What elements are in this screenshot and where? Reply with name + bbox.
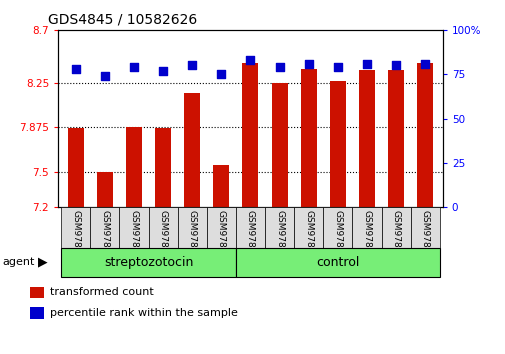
Bar <box>119 207 148 248</box>
Point <box>420 61 428 67</box>
Bar <box>352 207 381 248</box>
Bar <box>293 207 323 248</box>
Text: GSM978537: GSM978537 <box>304 210 313 266</box>
Point <box>188 63 196 68</box>
Point <box>217 72 225 77</box>
Bar <box>61 207 90 248</box>
Bar <box>387 70 403 207</box>
Text: GSM978539: GSM978539 <box>362 210 371 266</box>
Bar <box>242 63 258 207</box>
Text: control: control <box>316 256 359 269</box>
Point <box>130 64 138 70</box>
Text: GSM978542: GSM978542 <box>71 210 80 265</box>
Text: GSM978545: GSM978545 <box>158 210 167 265</box>
Bar <box>148 207 177 248</box>
Text: GSM978546: GSM978546 <box>187 210 196 265</box>
Text: GSM978536: GSM978536 <box>275 210 283 266</box>
Text: GSM978535: GSM978535 <box>245 210 255 266</box>
Text: GSM978544: GSM978544 <box>129 210 138 265</box>
Bar <box>323 207 352 248</box>
Point <box>333 64 341 70</box>
Text: GSM978540: GSM978540 <box>391 210 400 265</box>
Bar <box>184 93 200 207</box>
Bar <box>68 128 83 207</box>
Bar <box>235 207 265 248</box>
Text: GDS4845 / 10582626: GDS4845 / 10582626 <box>48 12 197 27</box>
Text: transformed count: transformed count <box>50 287 154 297</box>
Bar <box>329 81 345 207</box>
Point <box>391 63 399 68</box>
Bar <box>213 165 229 207</box>
Point <box>362 61 370 67</box>
Bar <box>417 63 432 207</box>
Bar <box>235 248 439 277</box>
Point <box>246 57 254 63</box>
Bar <box>126 127 142 207</box>
Point <box>275 64 283 70</box>
Bar <box>300 69 316 207</box>
Point <box>100 73 109 79</box>
Point <box>304 61 312 67</box>
Bar <box>90 207 119 248</box>
Bar <box>61 248 235 277</box>
Bar <box>265 207 293 248</box>
Bar <box>271 83 287 207</box>
Text: GSM978543: GSM978543 <box>100 210 109 265</box>
Text: streptozotocin: streptozotocin <box>104 256 193 269</box>
Bar <box>30 287 43 298</box>
Bar <box>155 128 171 207</box>
Point <box>159 68 167 74</box>
Bar <box>177 207 207 248</box>
Bar <box>96 172 113 207</box>
Text: agent: agent <box>3 257 35 267</box>
Point <box>72 66 80 72</box>
Text: GSM978541: GSM978541 <box>420 210 429 265</box>
Text: percentile rank within the sample: percentile rank within the sample <box>50 308 238 318</box>
Bar <box>381 207 410 248</box>
Text: GSM978538: GSM978538 <box>333 210 342 266</box>
Bar <box>30 307 43 319</box>
Text: GSM978547: GSM978547 <box>217 210 225 265</box>
Bar <box>358 70 374 207</box>
Bar <box>410 207 439 248</box>
Text: ▶: ▶ <box>38 256 47 269</box>
Bar <box>207 207 235 248</box>
